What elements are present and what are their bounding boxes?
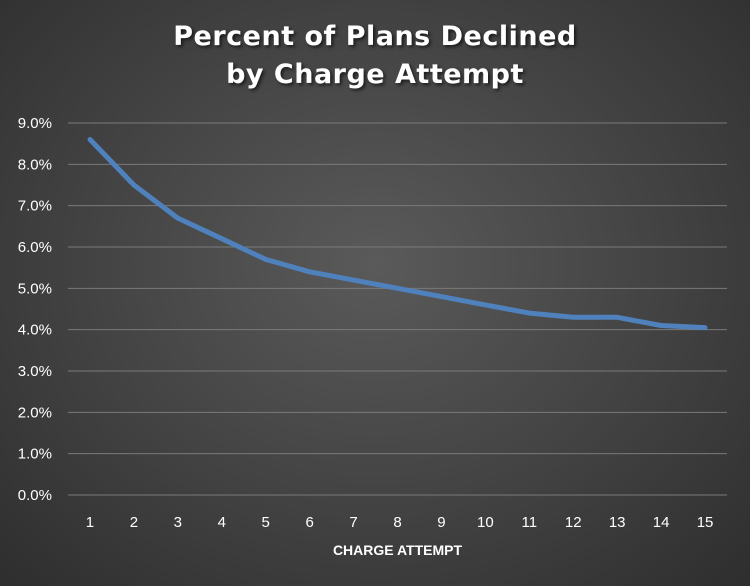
- x-tick-label: 2: [130, 514, 138, 531]
- y-tick-label: 2.0%: [18, 404, 52, 421]
- x-tick-label: 11: [522, 514, 538, 531]
- series-layer: [87, 137, 708, 331]
- chart-title-line-1: Percent of Plans Declined: [173, 21, 577, 52]
- y-axis-ticks: 0.0% 1.0% 2.0% 3.0% 4.0% 5.0% 6.0% 7.0% 8.0% 9.0%: [18, 115, 52, 504]
- x-tick-label: 14: [653, 514, 670, 531]
- chart-title-line-2: by Charge Attempt: [226, 59, 524, 90]
- x-tick-label: 7: [349, 514, 357, 531]
- chart-title: Percent of Plans Declined by Charge Atte…: [0, 18, 750, 94]
- y-tick-label: 3.0%: [18, 363, 52, 380]
- y-tick-label: 4.0%: [18, 322, 52, 339]
- y-tick-label: 8.0%: [18, 156, 52, 173]
- x-tick-label: 3: [174, 514, 182, 531]
- x-tick-label: 4: [218, 514, 226, 531]
- x-tick-label: 12: [565, 514, 582, 531]
- x-tick-label: 8: [393, 514, 401, 531]
- x-tick-label: 6: [305, 514, 313, 531]
- x-tick-label: 5: [262, 514, 270, 531]
- y-tick-label: 9.0%: [18, 115, 52, 132]
- x-tick-label: 10: [477, 514, 494, 531]
- x-tick-label: 9: [437, 514, 445, 531]
- y-tick-label: 5.0%: [18, 280, 52, 297]
- x-axis-ticks: 1 2 3 4 5 6 7 8 9 10 11 12 13 14 15: [86, 514, 714, 531]
- x-tick-label: 15: [697, 514, 714, 531]
- x-tick-label: 13: [609, 514, 626, 531]
- y-tick-label: 6.0%: [18, 239, 52, 256]
- series-line: [87, 137, 708, 331]
- gridlines: [68, 122, 727, 496]
- y-tick-label: 7.0%: [18, 198, 52, 215]
- y-tick-label: 1.0%: [18, 446, 52, 463]
- x-axis-title: CHARGE ATTEMPT: [333, 542, 463, 558]
- x-tick-label: 1: [86, 514, 94, 531]
- y-tick-label: 0.0%: [18, 487, 52, 504]
